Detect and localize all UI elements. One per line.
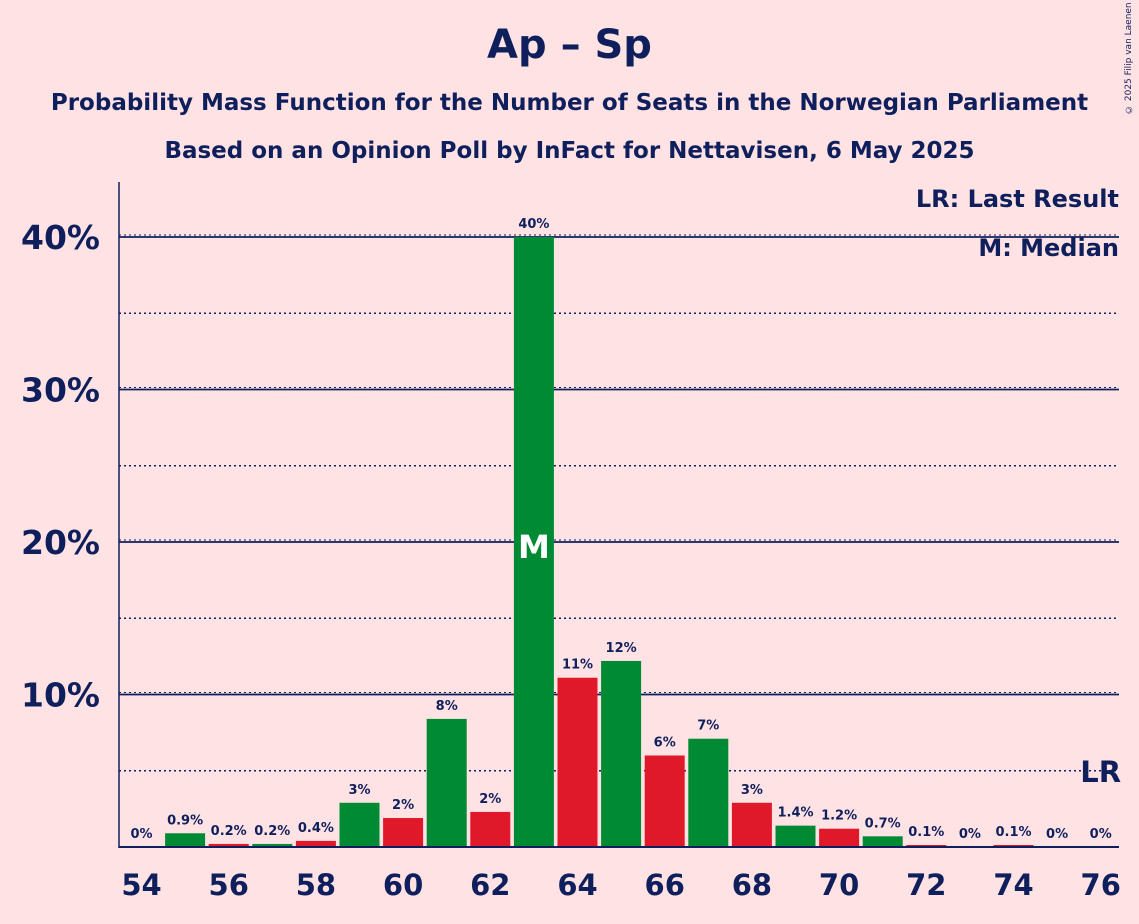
x-tick-label: 68	[732, 868, 772, 902]
bars	[165, 237, 1034, 847]
data-label-60: 2%	[392, 798, 414, 813]
x-tick-label: 74	[993, 868, 1033, 902]
bar-70	[819, 828, 860, 847]
x-tick-label: 76	[1081, 868, 1121, 902]
x-tick-label: 56	[209, 868, 249, 902]
bar-61	[426, 718, 467, 847]
data-label-54: 0%	[130, 827, 152, 842]
chart-title: Ap – Sp	[487, 22, 652, 68]
bar-60	[383, 818, 424, 847]
bar-68	[731, 802, 772, 847]
data-label-59: 3%	[348, 783, 370, 798]
x-tick-label: 58	[296, 868, 336, 902]
y-tick-label: 30%	[21, 371, 100, 410]
x-tick-label: 70	[819, 868, 859, 902]
data-label-70: 1.2%	[821, 809, 857, 824]
data-label-62: 2%	[479, 792, 501, 807]
data-label-75: 0%	[1046, 827, 1068, 842]
bar-63	[513, 237, 554, 847]
data-label-73: 0%	[959, 827, 981, 842]
bar-65	[601, 660, 642, 847]
data-label-76: 0%	[1090, 827, 1112, 842]
bar-69	[775, 825, 816, 847]
data-labels: 0% 0.9% 0.2% 0.2% 0.4% 3% 2% 8% 2% 40% 11% 12% 6% 7% 3…	[130, 215, 1112, 842]
data-label-67: 7%	[697, 719, 719, 734]
bar-67	[688, 738, 729, 847]
bar-56	[208, 843, 249, 847]
chart-subtitle: Probability Mass Function for the Number…	[50, 90, 1089, 116]
y-tick-labels: 10% 20% 30% 40%	[21, 218, 100, 715]
data-label-56: 0.2%	[211, 824, 247, 839]
y-tick-label: 40%	[21, 218, 100, 257]
markers: M LR	[518, 528, 1121, 789]
data-label-69: 1.4%	[777, 806, 813, 821]
bar-66	[644, 755, 685, 847]
data-label-58: 0.4%	[298, 821, 334, 836]
gridlines	[119, 234, 1119, 772]
x-tick-label: 54	[121, 868, 161, 902]
data-label-57: 0.2%	[254, 824, 290, 839]
data-label-55: 0.9%	[167, 813, 203, 828]
data-label-bg	[515, 215, 552, 231]
x-tick-labels: 54 56 58 60 62 64 66 68 70 72 74 76	[121, 868, 1121, 902]
data-label-66: 6%	[654, 736, 676, 751]
axes	[118, 182, 1119, 848]
x-tick-label: 72	[906, 868, 946, 902]
legend-last-result: LR: Last Result	[915, 185, 1119, 213]
y-tick-label: 20%	[21, 523, 100, 562]
legend-median: M: Median	[978, 234, 1119, 262]
data-label-71: 0.7%	[865, 816, 901, 831]
x-tick-label: 66	[645, 868, 685, 902]
bar-64	[557, 677, 598, 847]
data-label-74: 0.1%	[995, 825, 1031, 840]
x-tick-label: 60	[383, 868, 423, 902]
data-label-72: 0.1%	[908, 825, 944, 840]
chart-subtitle-source: Based on an Opinion Poll by InFact for N…	[164, 138, 975, 164]
bar-71	[862, 836, 903, 847]
data-label-65: 12%	[606, 641, 637, 656]
data-label-63: 40%	[518, 217, 549, 232]
data-label-68: 3%	[741, 783, 763, 798]
bar-55	[165, 833, 206, 847]
x-tick-label: 64	[557, 868, 597, 902]
last-result-marker: LR	[1080, 755, 1121, 789]
bar-62	[470, 811, 511, 847]
data-label-64: 11%	[562, 658, 593, 673]
bar-59	[339, 802, 380, 847]
x-tick-label: 62	[470, 868, 510, 902]
data-label-61: 8%	[436, 699, 458, 714]
y-tick-label: 10%	[21, 676, 100, 715]
median-marker: M	[518, 528, 550, 566]
bar-57	[252, 843, 293, 847]
bar-58	[295, 840, 336, 847]
